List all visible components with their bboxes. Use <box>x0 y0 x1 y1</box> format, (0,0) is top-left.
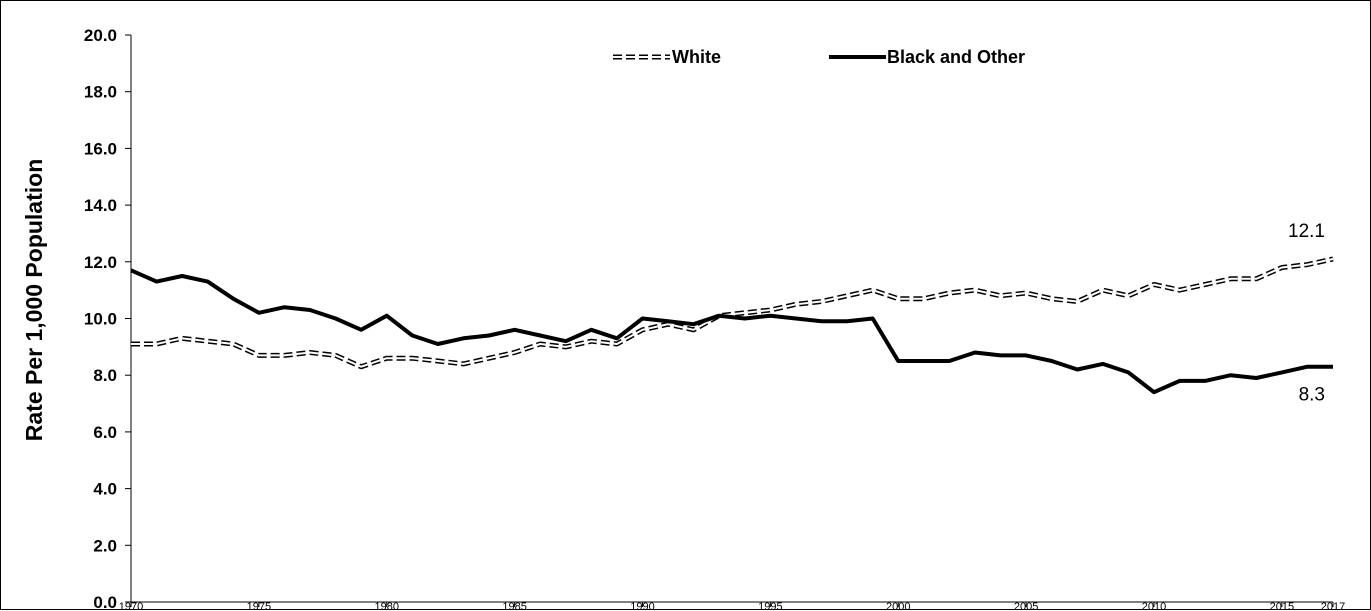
y-tick-label: 10.0 <box>84 310 117 329</box>
legend-label-white: White <box>672 47 721 67</box>
end-label-white: 12.1 <box>1288 221 1325 242</box>
y-tick-label: 16.0 <box>84 139 117 158</box>
series-lines <box>131 259 1333 392</box>
y-axis-label: Rate Per 1,000 Population <box>21 159 47 441</box>
y-tick-label: 6.0 <box>93 423 117 442</box>
y-tick-label: 0.0 <box>93 593 117 611</box>
y-tick-label: 12.0 <box>84 253 117 272</box>
y-tick-label: 20.0 <box>84 26 117 45</box>
y-tick-label: 18.0 <box>84 83 117 102</box>
y-tick-label: 8.0 <box>93 366 117 385</box>
end-label-black-and-other: 8.3 <box>1299 385 1325 406</box>
series-line-black-and-other <box>131 270 1333 392</box>
legend-item-black-and-other: Black and Other <box>829 47 1025 67</box>
series-line-white <box>131 259 1333 367</box>
legend: White Black and Other <box>613 47 1025 67</box>
y-tick-label: 14.0 <box>84 196 117 215</box>
end-labels: 12.1 8.3 <box>1288 221 1325 406</box>
y-tick-labels: 0.0 2.0 4.0 6.0 8.0 10.0 12.0 14.0 16.0 18.0 20.0 <box>84 26 131 611</box>
legend-item-white: White <box>613 47 721 67</box>
legend-label-black-and-other: Black and Other <box>887 47 1025 67</box>
y-tick-label: 4.0 <box>93 480 117 499</box>
y-tick-label: 2.0 <box>93 536 117 555</box>
